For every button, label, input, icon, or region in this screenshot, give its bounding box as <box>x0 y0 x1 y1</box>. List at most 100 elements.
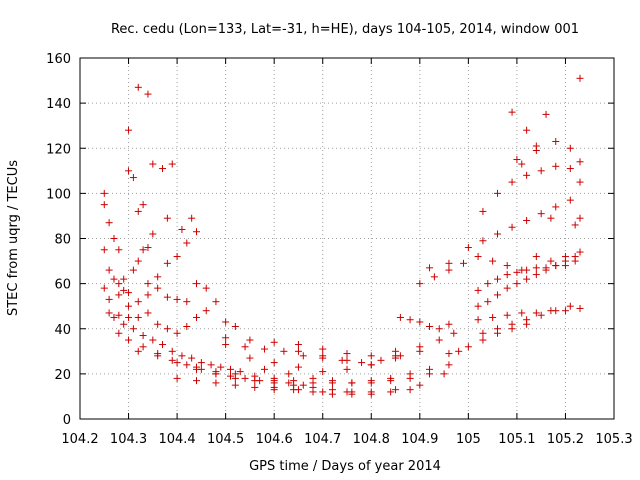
data-point <box>202 307 210 315</box>
data-point <box>367 379 375 387</box>
data-point <box>464 244 472 252</box>
data-point <box>508 108 516 116</box>
data-point <box>110 275 118 283</box>
data-point <box>251 372 259 380</box>
data-point <box>222 318 230 326</box>
data-point <box>348 390 356 398</box>
data-point <box>173 329 181 337</box>
data-point <box>285 370 293 378</box>
data-point <box>358 359 366 367</box>
data-point <box>343 356 351 364</box>
data-point <box>260 365 268 373</box>
x-tick-label: 105.3 <box>595 432 632 447</box>
y-tick-label: 0 <box>63 413 71 428</box>
data-point <box>134 298 142 306</box>
data-point <box>129 174 137 182</box>
data-point <box>479 329 487 337</box>
data-point <box>396 313 404 321</box>
data-point <box>547 257 555 265</box>
data-point <box>445 266 453 274</box>
data-point <box>100 189 108 197</box>
data-point <box>503 262 511 270</box>
data-point <box>406 386 414 394</box>
data-point <box>125 167 133 175</box>
data-point <box>416 343 424 351</box>
data-point <box>125 302 133 310</box>
data-point <box>246 354 254 362</box>
data-point <box>552 137 560 145</box>
data-point <box>523 275 531 283</box>
data-point <box>159 341 167 349</box>
data-point <box>426 322 434 330</box>
data-point <box>188 214 196 222</box>
data-point <box>576 158 584 166</box>
data-point <box>222 341 230 349</box>
data-point <box>144 291 152 299</box>
data-point <box>115 246 123 254</box>
data-point <box>328 377 336 385</box>
data-point <box>576 214 584 222</box>
data-point <box>576 74 584 82</box>
data-point <box>571 257 579 265</box>
data-point <box>129 266 137 274</box>
data-point <box>125 126 133 134</box>
data-point <box>445 350 453 358</box>
data-point <box>576 178 584 186</box>
data-point <box>207 361 215 369</box>
data-point <box>251 383 259 391</box>
data-point <box>144 90 152 98</box>
data-point <box>134 347 142 355</box>
data-point <box>125 313 133 321</box>
data-point <box>503 284 511 292</box>
data-point <box>493 291 501 299</box>
data-point <box>406 374 414 382</box>
data-point <box>100 284 108 292</box>
data-point <box>163 259 171 267</box>
data-point <box>231 370 239 378</box>
data-point <box>392 352 400 360</box>
data-point <box>537 311 545 319</box>
data-point <box>513 280 521 288</box>
data-point <box>129 325 137 333</box>
data-point <box>125 336 133 344</box>
data-point <box>430 273 438 281</box>
data-point <box>105 309 113 317</box>
data-point <box>484 298 492 306</box>
data-point <box>532 309 540 317</box>
data-point <box>319 352 327 360</box>
data-point <box>270 374 278 382</box>
data-point <box>426 264 434 272</box>
data-point <box>440 370 448 378</box>
data-point <box>416 318 424 326</box>
data-point <box>493 189 501 197</box>
data-point <box>566 144 574 152</box>
data-point <box>100 246 108 254</box>
data-point <box>435 336 443 344</box>
data-point <box>270 383 278 391</box>
data-point <box>392 386 400 394</box>
data-point <box>144 309 152 317</box>
data-point <box>532 253 540 261</box>
data-point <box>236 368 244 376</box>
data-point <box>474 316 482 324</box>
data-point <box>523 320 531 328</box>
data-point <box>348 379 356 387</box>
data-point <box>144 244 152 252</box>
data-point <box>445 259 453 267</box>
data-point <box>547 214 555 222</box>
data-point <box>450 329 458 337</box>
data-point <box>561 307 569 315</box>
data-point <box>542 110 550 118</box>
data-point <box>508 325 516 333</box>
data-point <box>173 253 181 261</box>
data-point <box>518 309 526 317</box>
data-point <box>367 361 375 369</box>
x-tick-label: 104.5 <box>207 432 244 447</box>
data-point <box>552 262 560 270</box>
data-point <box>445 361 453 369</box>
data-point <box>193 377 201 385</box>
data-point <box>115 329 123 337</box>
data-point <box>294 347 302 355</box>
x-tick-label: 104.2 <box>61 432 98 447</box>
